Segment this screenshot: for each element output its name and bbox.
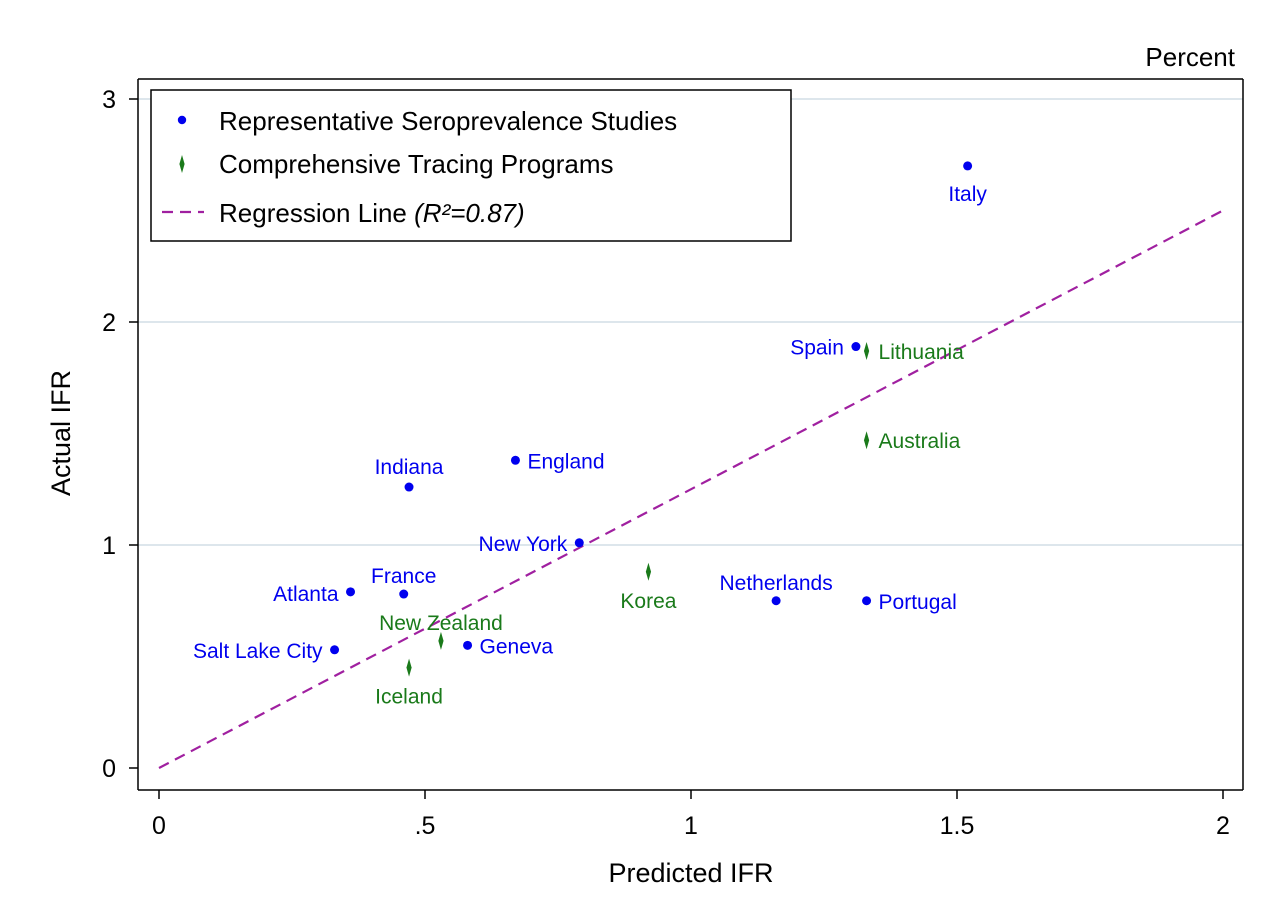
point-label-france: France <box>371 565 436 588</box>
point-atlanta <box>346 587 356 597</box>
legend-box <box>150 89 792 242</box>
point-iceland <box>406 658 412 677</box>
x-tick-label: .5 <box>415 812 436 840</box>
y-tick-label: 1 <box>102 532 116 560</box>
y-tick-label: 3 <box>102 86 116 114</box>
point-label-netherlands: Netherlands <box>720 572 833 595</box>
legend: Representative Seroprevalence Studies Co… <box>150 89 792 242</box>
point-label-iceland: Iceland <box>375 686 443 709</box>
point-netherlands <box>771 596 781 606</box>
y-axis-ticks: 0 1 2 3 <box>102 86 138 783</box>
point-label-lithuania: Lithuania <box>879 341 965 364</box>
y-axis-title: Actual IFR <box>46 370 76 496</box>
legend-regression-r2: (R²=0.87) <box>414 198 525 228</box>
point-label-australia: Australia <box>879 430 961 453</box>
point-label-indiana: Indiana <box>375 456 444 479</box>
point-label-salt-lake-city: Salt Lake City <box>193 640 323 663</box>
point-label-atlanta: Atlanta <box>273 583 339 606</box>
point-salt-lake-city <box>330 645 340 655</box>
x-tick-label: 1.5 <box>940 812 975 840</box>
legend-sero-marker <box>177 115 187 125</box>
y-tick-label: 2 <box>102 309 116 337</box>
point-lithuania <box>863 341 870 360</box>
data-points: Italy Spain England Indiana New York Atlanta F… <box>193 161 987 709</box>
unit-label: Percent <box>1145 42 1235 72</box>
x-axis-ticks: 0 .5 1 1.5 2 <box>152 790 1230 840</box>
point-france <box>399 589 409 599</box>
legend-tracing-label: Comprehensive Tracing Programs <box>219 149 614 179</box>
point-label-geneva: Geneva <box>480 635 554 658</box>
point-geneva <box>463 640 473 650</box>
legend-sero-label: Representative Seroprevalence Studies <box>219 106 677 136</box>
point-england <box>510 455 520 465</box>
point-label-spain: Spain <box>790 337 844 360</box>
point-australia <box>863 431 870 450</box>
point-portugal <box>862 596 872 606</box>
point-label-italy: Italy <box>948 183 987 206</box>
legend-tracing-marker <box>179 155 185 173</box>
legend-regression-name: Regression Line <box>219 198 414 228</box>
point-new-zealand <box>438 631 444 650</box>
point-korea <box>645 562 652 581</box>
point-spain <box>851 342 861 352</box>
point-label-korea: Korea <box>620 590 676 613</box>
x-tick-label: 1 <box>684 812 698 840</box>
y-tick-label: 0 <box>102 755 116 783</box>
point-new-york <box>574 538 584 548</box>
regression-line <box>158 209 1224 769</box>
x-axis-title: Predicted IFR <box>608 858 773 888</box>
x-tick-label: 2 <box>1216 812 1230 840</box>
point-italy <box>963 161 973 171</box>
point-indiana <box>404 482 414 492</box>
legend-regression-label: Regression Line (R²=0.87) <box>219 198 525 228</box>
x-tick-label: 0 <box>152 812 166 840</box>
point-label-new-zealand: New Zealand <box>379 612 503 635</box>
point-label-new-york: New York <box>479 533 568 556</box>
point-label-england: England <box>527 450 604 473</box>
point-label-portugal: Portugal <box>879 591 957 614</box>
